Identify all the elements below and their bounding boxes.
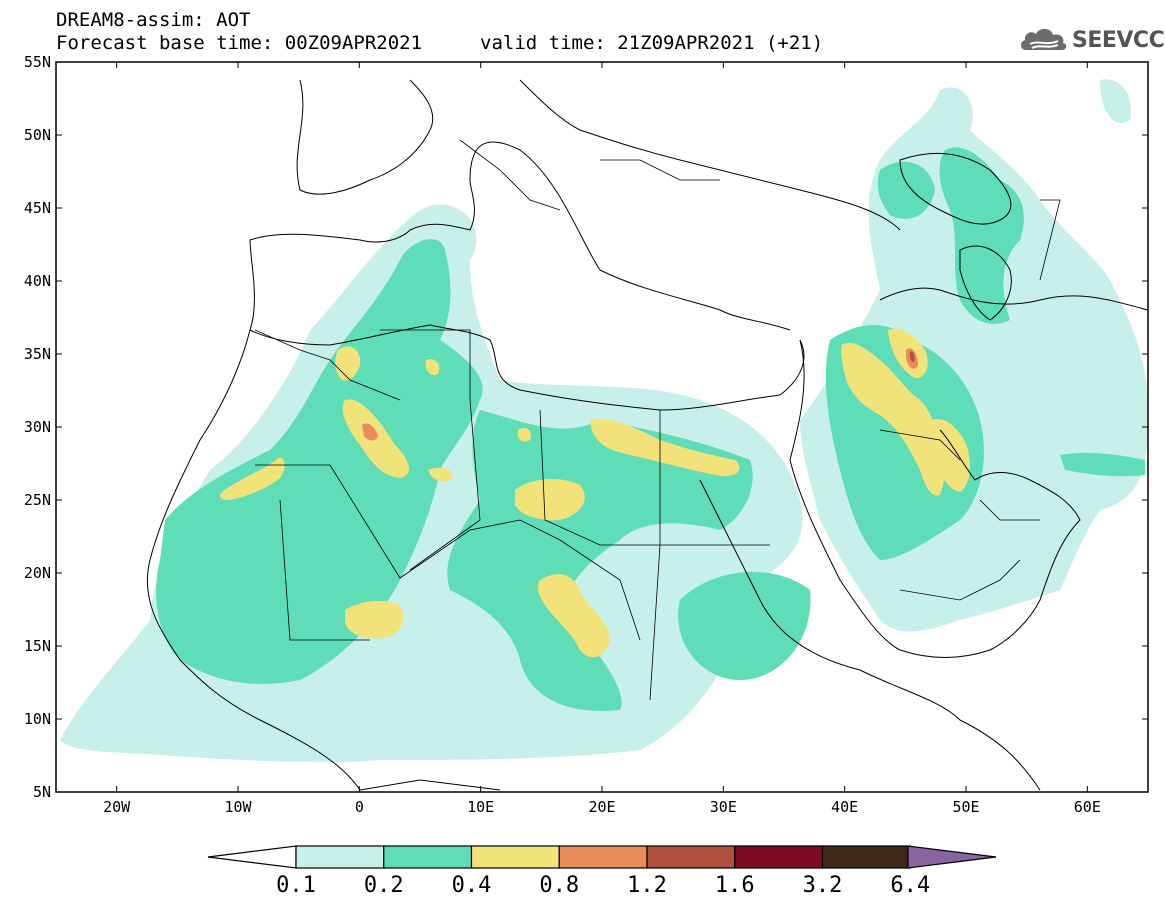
colorbar-upper-arrow	[907, 845, 997, 869]
lat-label: 30N	[24, 418, 51, 436]
colorbar-lower-arrow	[207, 845, 297, 869]
borders	[254, 139, 1061, 701]
colorbar-box	[383, 845, 473, 869]
lon-label: 20E	[588, 798, 615, 816]
lon-label: 40E	[831, 798, 858, 816]
forecast-base-time: Forecast base time: 00Z09APR2021	[56, 32, 423, 54]
lat-label: 50N	[24, 126, 51, 144]
lon-label: 20W	[103, 798, 131, 816]
lat-label: 10N	[24, 710, 51, 728]
colorbar-label: 1.2	[627, 873, 667, 898]
lon-label: 50E	[952, 798, 979, 816]
longitude-labels: 20W 10W 0 10E 20E 30E 40E 50E 60E	[103, 798, 1101, 816]
aot-level-1-2	[909, 351, 915, 362]
lat-label: 20N	[24, 564, 51, 582]
colorbar-box	[295, 845, 385, 869]
lat-label: 45N	[24, 199, 51, 217]
colorbar-box	[558, 845, 648, 869]
seevccc-logo: SEEVCCC	[1018, 24, 1165, 58]
colorbar-label: 0.8	[539, 873, 579, 898]
axis-ticks	[56, 61, 1148, 793]
lat-label: 55N	[24, 53, 51, 71]
colorbar-box	[646, 845, 736, 869]
colorbar-label: 6.4	[890, 873, 930, 898]
lat-label: 5N	[33, 783, 51, 801]
lat-label: 15N	[24, 637, 51, 655]
colorbar-box	[470, 845, 560, 869]
aot-fields	[60, 79, 1148, 763]
valid-time: valid time: 21Z09APR2021 (+21)	[480, 32, 824, 54]
latitude-labels: 55N 50N 45N 40N 35N 30N 25N 20N 15N 10N 5N	[24, 53, 51, 801]
lon-label: 60E	[1074, 798, 1101, 816]
colorbar-label: 3.2	[803, 873, 843, 898]
coastlines	[146, 79, 1148, 791]
lat-label: 40N	[24, 272, 51, 290]
colorbar-box	[734, 845, 824, 869]
lon-label: 10E	[467, 798, 494, 816]
lat-label: 35N	[24, 345, 51, 363]
colorbar: 0.1 0.2 0.4 0.8 1.2 1.6 3.2 6.4	[207, 845, 997, 898]
colorbar-label: 0.4	[452, 873, 492, 898]
colorbar-label: 0.1	[276, 873, 316, 898]
lon-label: 10W	[224, 798, 252, 816]
logo-text: SEEVCCC	[1072, 28, 1165, 53]
chart-title: DREAM8-assim: AOT	[56, 9, 251, 31]
colorbar-label: 0.2	[364, 873, 404, 898]
cloud-logo-icon	[1020, 28, 1067, 50]
colorbar-labels: 0.1 0.2 0.4 0.8 1.2 1.6 3.2 6.4	[276, 873, 930, 898]
lat-label: 25N	[24, 491, 51, 509]
colorbar-label: 1.6	[715, 873, 755, 898]
colorbar-boxes	[295, 845, 911, 869]
colorbar-box	[821, 845, 911, 869]
lon-label: 30E	[710, 798, 737, 816]
lon-label: 0	[355, 798, 364, 816]
